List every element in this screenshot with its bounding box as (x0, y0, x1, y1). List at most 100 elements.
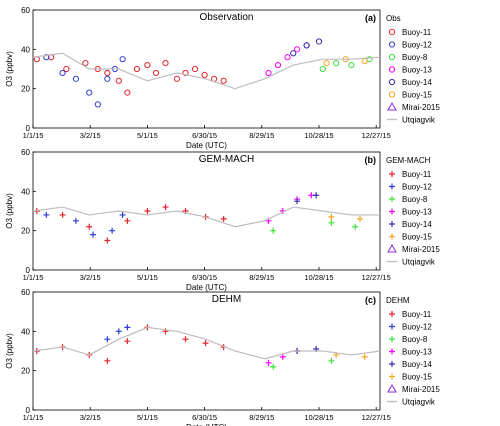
data-point-buoy-14 (303, 42, 310, 49)
y-tick-label: 20 (21, 227, 30, 236)
x-tick-label: 10/28/15 (304, 273, 333, 282)
x-tick-label: 3/2/15 (80, 131, 101, 140)
x-tick-label: 1/1/15 (23, 131, 44, 140)
x-axis-label: Date (UTC) (186, 423, 227, 426)
data-point-buoy-11 (191, 65, 199, 73)
data-point-buoy-11 (124, 217, 131, 224)
legend-item: Utqiagvik (402, 116, 436, 125)
y-tick-label: 20 (21, 85, 30, 94)
data-point-buoy-15 (323, 60, 330, 67)
legend-item: Mirai-2015 (402, 245, 440, 254)
x-tick-label: 5/1/15 (137, 413, 158, 422)
data-point-buoy-13 (279, 353, 286, 360)
legend-item: Buoy-15 (402, 373, 432, 382)
panel-title: GEM-MACH (199, 154, 255, 165)
data-point-buoy-12 (72, 217, 79, 224)
data-point-buoy-12 (109, 227, 116, 234)
legend-swatch (389, 361, 395, 367)
data-point-buoy-8 (319, 65, 326, 73)
y-tick-label: 0 (26, 266, 31, 275)
legend-swatch (387, 243, 397, 253)
data-point-buoy-11 (104, 357, 111, 364)
y-tick-label: 0 (26, 406, 31, 415)
legend-item: Buoy-13 (402, 348, 432, 357)
data-point-buoy-11 (152, 69, 160, 77)
data-point-buoy-11 (115, 77, 122, 84)
legend-item: Buoy-11 (402, 170, 432, 179)
x-axis-label: Date (UTC) (186, 141, 227, 150)
series-line-utqiagvik (32, 52, 381, 90)
data-point-buoy-8 (270, 227, 277, 234)
data-point-buoy-11 (201, 71, 208, 79)
plot-frame (32, 9, 381, 129)
data-point-buoy-11 (104, 69, 111, 77)
data-point-buoy-12 (119, 56, 126, 63)
data-point-buoy-11 (63, 65, 70, 73)
data-point-buoy-12 (104, 336, 111, 343)
data-point-buoy-11 (124, 338, 131, 345)
x-tick-label: 12/27/15 (362, 413, 391, 422)
data-point-buoy-14 (294, 198, 301, 205)
data-point-buoy-8 (352, 223, 359, 230)
data-point-buoy-12 (104, 75, 111, 82)
x-tick-label: 5/1/15 (137, 273, 158, 282)
data-point-buoy-12 (43, 54, 50, 61)
legend-title: DEHM (386, 296, 410, 305)
x-tick-label: 12/27/15 (362, 131, 391, 140)
y-tick-label: 0 (26, 124, 31, 133)
x-tick-label: 10/28/15 (304, 413, 333, 422)
data-point-buoy-8 (333, 60, 340, 67)
data-point-buoy-12 (119, 211, 126, 218)
legend-swatch (389, 183, 395, 190)
legend-item: Buoy-13 (402, 66, 432, 75)
legend-swatch (389, 348, 395, 355)
data-point-buoy-11 (133, 65, 141, 73)
legend-item: Buoy-13 (402, 208, 432, 217)
legend-item: Buoy-15 (402, 91, 432, 100)
data-point-buoy-12 (124, 324, 131, 331)
x-tick-label: 10/28/15 (304, 131, 333, 140)
legend-item: Mirai-2015 (402, 385, 440, 394)
legend-swatch (389, 311, 395, 317)
panel-label: (a) (365, 13, 376, 23)
data-point-buoy-15 (328, 213, 335, 220)
x-tick-label: 8/29/15 (249, 273, 274, 282)
legend-item: Buoy-15 (402, 233, 432, 242)
legend-swatch (389, 336, 395, 342)
data-point-buoy-11 (86, 223, 93, 230)
legend-item: Buoy-14 (402, 360, 432, 369)
legend-swatch (389, 221, 395, 227)
y-axis-label: O3 (ppbv) (5, 193, 14, 229)
legend-item: Buoy-14 (402, 78, 432, 87)
y-tick-label: 20 (21, 367, 30, 376)
x-tick-label: 3/2/15 (80, 273, 101, 282)
y-tick-label: 40 (21, 45, 30, 54)
legend-item: Buoy-12 (402, 183, 432, 192)
data-point-buoy-12 (59, 69, 66, 77)
legend-swatch (388, 28, 396, 36)
y-axis-label: O3 (ppbv) (5, 333, 14, 369)
panel-label: (c) (365, 295, 376, 305)
data-point-buoy-8 (270, 363, 277, 370)
series-line-utqiagvik (32, 206, 380, 228)
data-point-buoy-15 (361, 58, 368, 65)
data-point-buoy-11 (202, 340, 209, 347)
legend-swatch (388, 66, 396, 73)
legend-swatch (388, 91, 396, 98)
legend-item: Buoy-8 (402, 195, 428, 204)
data-point-buoy-8 (328, 219, 335, 226)
data-point-buoy-13 (265, 359, 272, 366)
y-tick-label: 40 (21, 187, 30, 196)
x-tick-label: 3/2/15 (80, 413, 101, 422)
legend-swatch (387, 101, 397, 111)
data-point-buoy-14 (315, 38, 323, 45)
plot-frame (32, 291, 381, 411)
data-point-buoy-13 (265, 69, 272, 77)
data-point-buoy-12 (72, 75, 79, 82)
panel-2: 0 20 40 60 1/1/15 3/2/15 5/1/15 6/30/15 8/29/15 1… (5, 148, 440, 292)
data-point-buoy-14 (290, 50, 297, 57)
x-tick-label: 1/1/15 (23, 273, 44, 282)
data-point-buoy-11 (82, 60, 89, 67)
legend-swatch (389, 233, 395, 240)
